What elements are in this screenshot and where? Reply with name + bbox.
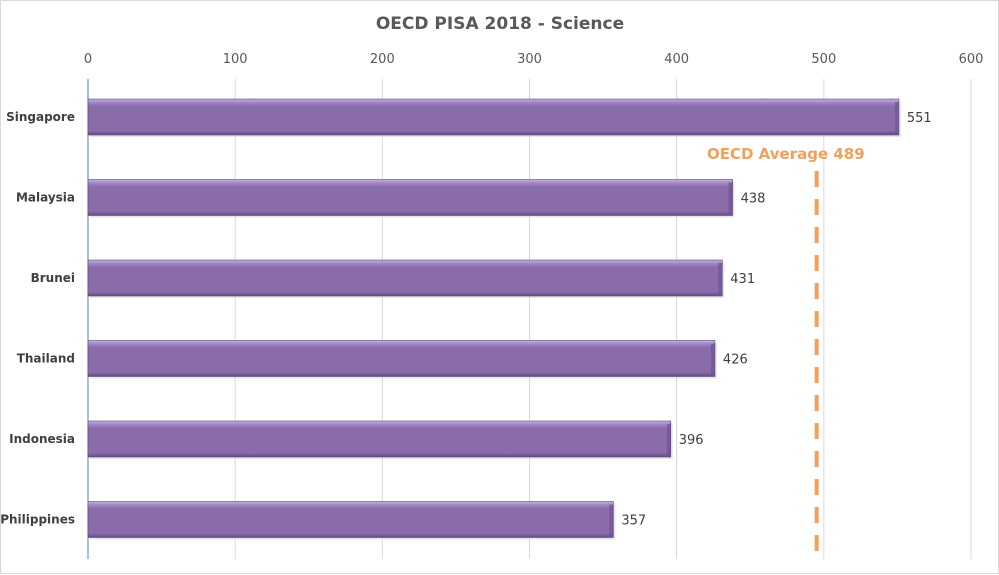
value-label: 438 bbox=[741, 192, 766, 207]
bar-indonesia bbox=[87, 420, 672, 458]
category-label: Philippines bbox=[1, 513, 75, 527]
x-tick-label: 600 bbox=[959, 52, 984, 67]
bars bbox=[87, 98, 901, 540]
bar-thailand bbox=[87, 340, 716, 377]
x-axis-ticks: 0 100 200 300 400 500 600 bbox=[84, 52, 984, 67]
bar-bevel bbox=[894, 102, 899, 135]
value-label: 396 bbox=[679, 433, 704, 448]
reference-line-group: OECD Average 489 bbox=[707, 145, 865, 553]
value-label: 426 bbox=[723, 353, 748, 368]
bar-singapore bbox=[87, 98, 900, 136]
value-label: 551 bbox=[907, 111, 932, 126]
category-label: Singapore bbox=[6, 110, 75, 124]
value-label: 357 bbox=[621, 514, 646, 529]
bar-brunei bbox=[87, 259, 723, 297]
gridlines bbox=[87, 79, 972, 559]
chart-title: OECD PISA 2018 - Science bbox=[376, 14, 624, 34]
x-tick-label: 400 bbox=[664, 52, 689, 67]
bar-malaysia bbox=[87, 179, 733, 216]
bar-bevel bbox=[718, 263, 723, 296]
value-label: 431 bbox=[730, 272, 755, 287]
x-tick-label: 500 bbox=[811, 52, 836, 67]
category-label: Thailand bbox=[17, 352, 75, 366]
x-tick-label: 300 bbox=[517, 52, 542, 67]
value-labels: 551 438 431 426 396 357 bbox=[621, 111, 931, 529]
x-tick-label: 100 bbox=[223, 52, 248, 67]
bar-bevel bbox=[609, 504, 614, 538]
category-label: Indonesia bbox=[9, 432, 75, 446]
category-label: Brunei bbox=[31, 271, 75, 285]
x-tick-label: 0 bbox=[84, 52, 92, 67]
reference-line-label: OECD Average 489 bbox=[707, 145, 865, 163]
bar-philippines bbox=[87, 501, 614, 538]
bar-bevel bbox=[728, 182, 733, 216]
x-tick-label: 200 bbox=[370, 52, 395, 67]
bar-bevel bbox=[710, 343, 715, 377]
bar-bevel bbox=[666, 424, 671, 457]
category-label: Malaysia bbox=[16, 191, 75, 205]
category-labels: Singapore Malaysia Brunei Thailand Indonesia… bbox=[1, 110, 75, 527]
